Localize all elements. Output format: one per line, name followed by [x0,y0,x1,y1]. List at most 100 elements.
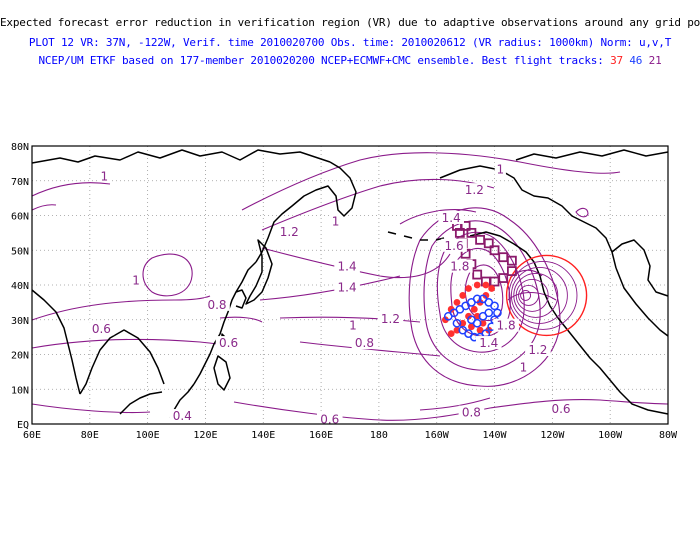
track-46-point [467,315,476,325]
coastline-north-asia [31,149,331,164]
vr-contour-ring [518,284,540,306]
vr-contour-ring [513,272,559,318]
y-tick-label: 80N [11,142,29,153]
contour-label-mask [441,238,467,252]
contour-label: 1.2 [465,183,484,197]
contour-label-mask [169,409,196,423]
contour-label-mask [329,214,342,228]
contour-line [299,341,441,357]
contour-line [436,231,525,353]
coastline-west-america [543,291,669,415]
contour-label: 1.8 [450,260,469,274]
track-46-point [490,301,499,311]
contour-label: 1.2 [280,225,299,239]
contour-label-mask [525,343,551,357]
contour-label: 1.4 [442,211,461,225]
plot-parameters: PLOT 12 VR: 37N, -122W, Verif. time 2010… [28,36,672,49]
track-37-point [459,319,467,327]
track-id-21: 21 [648,54,662,67]
track-37-point [476,298,484,306]
verification-region [505,254,588,337]
x-tick-label: 120E [193,430,217,441]
y-tick-label: 70N [11,177,29,188]
coastline-east-asia [193,261,257,385]
track-37-point [473,281,481,289]
track-37-point [468,323,475,331]
contour-label: 0.6 [320,413,339,427]
track-21-point [466,227,477,238]
contour-label-mask [88,322,115,336]
track-37-point [482,281,490,289]
contour-label-mask [475,336,502,350]
vr-contour-ring [515,278,549,312]
contour-label-mask [204,297,230,311]
track-46-point [493,308,502,318]
contour-label: 1 [349,319,357,333]
flight-tracks [442,221,517,342]
track-id-46: 46 [629,54,643,67]
contour-line [261,178,495,231]
contour-label-mask [351,336,378,350]
track-21-point [483,238,494,249]
contour-label: 0.6 [92,322,111,336]
contour-label: 1.4 [338,260,357,274]
contour-label-mask [493,318,519,332]
track-37-point [447,305,455,313]
contour-label: 1.2 [528,343,547,357]
track-37-point [459,292,467,299]
track-37-point [470,305,478,313]
y-tick-label: 30N [11,316,29,327]
coastline-india [31,289,165,395]
ensemble-description-text: NCEP/UM ETKF based on 177-member 2010020… [38,54,611,67]
x-tick-label: 180 [370,430,388,441]
contour-line [419,397,491,411]
contour-label-mask [316,412,343,426]
contour-line [241,152,621,211]
coastline-gulf [615,267,669,337]
y-tick-label: 10N [11,385,29,396]
x-tick-label: 60E [23,430,41,441]
contour-label: 0.4 [173,409,192,423]
contour-label-mask [276,224,303,238]
contour-label-mask [548,402,574,416]
track-37-point [453,326,461,334]
contour-line [219,316,263,323]
contour-label-mask [438,210,464,224]
contour-label-mask [494,162,506,176]
contour-label-mask [517,360,530,374]
track-21-point [498,252,509,263]
track-37-point [482,292,490,299]
track-21-point [506,255,517,266]
contour-label: 1.8 [497,319,516,333]
contour-label: 1 [520,360,528,374]
contour-line [31,182,111,197]
y-tick-label: 60N [11,212,29,223]
vr-contour-ring [520,289,532,301]
coastline-japan [245,239,273,305]
contour-label-mask [458,405,485,419]
contour-line [279,316,421,323]
contour-label: 1.4 [479,336,498,350]
x-tick-label: 100W [598,430,623,441]
coastline-alaska [439,165,617,269]
axis-tick-labels: 60E 80E 100E 120E 140E 160E 180 160W 140W 120W 100… [11,142,678,441]
contour-label: 1 [497,162,505,176]
track-46-point [472,294,482,304]
contour-label-mask [334,280,360,294]
track-21-point [454,227,465,238]
track-37-point [473,312,481,320]
track-37-point [447,330,455,338]
contour-label-mask [461,183,488,197]
contour-label: 1.4 [338,280,357,294]
contour-label-mask [334,259,360,273]
x-tick-label: 80W [659,430,678,441]
contour-line [31,295,211,321]
x-tick-label: 140W [482,430,507,441]
x-tick-label: 160W [425,430,450,441]
contour-label: 1 [332,214,340,228]
contour-label: 0.6 [219,336,238,350]
contour-label-mask [130,273,142,287]
contour-label-mask [447,259,473,273]
contour-line [31,338,239,349]
track-37-point [465,312,472,320]
